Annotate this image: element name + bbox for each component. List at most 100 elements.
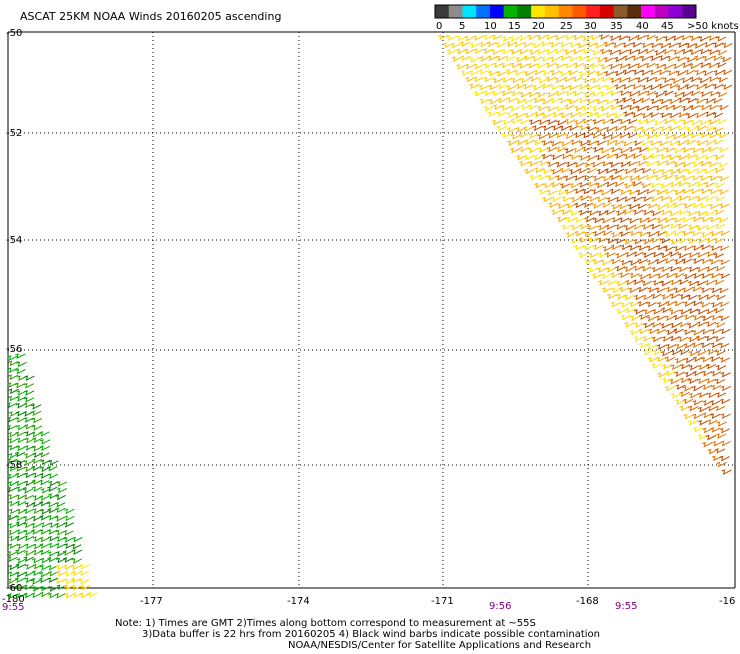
wind-barb bbox=[636, 189, 647, 196]
legend-swatch bbox=[476, 5, 491, 18]
wind-barb bbox=[690, 188, 701, 195]
wind-barb bbox=[615, 253, 626, 259]
wind-barb bbox=[714, 265, 726, 272]
wind-barb bbox=[629, 272, 640, 279]
wind-barb bbox=[718, 104, 729, 111]
wind-barb bbox=[600, 218, 612, 224]
wind-barb bbox=[591, 273, 603, 280]
wind-barb bbox=[700, 287, 711, 294]
wind-barb bbox=[540, 41, 552, 47]
wind-barb bbox=[610, 301, 621, 308]
wind-barb bbox=[699, 175, 710, 182]
wind-barb bbox=[692, 413, 703, 420]
wind-barb bbox=[650, 210, 662, 217]
wind-barb bbox=[710, 342, 721, 349]
wind-barb bbox=[608, 134, 620, 140]
wind-barb bbox=[72, 592, 83, 598]
wind-barb bbox=[700, 273, 711, 279]
wind-barb bbox=[582, 188, 593, 195]
wind-barb bbox=[574, 105, 585, 112]
wind-barb bbox=[692, 399, 703, 406]
wind-barb bbox=[464, 35, 475, 42]
wind-barb bbox=[7, 529, 19, 536]
wind-barb bbox=[546, 119, 558, 126]
wind-barb bbox=[623, 55, 634, 61]
wind-barb bbox=[570, 196, 582, 203]
wind-barb bbox=[678, 279, 689, 286]
wind-barb bbox=[600, 63, 611, 70]
wind-barb bbox=[672, 230, 683, 237]
wind-barb bbox=[7, 494, 19, 500]
wind-barb bbox=[699, 160, 710, 167]
wind-barb bbox=[712, 127, 724, 133]
wind-barb bbox=[554, 63, 566, 70]
wind-barb bbox=[71, 543, 82, 550]
wind-barb bbox=[646, 259, 658, 266]
wind-barb bbox=[635, 106, 647, 112]
wind-barb bbox=[491, 119, 503, 126]
wind-barb bbox=[710, 426, 721, 433]
wind-barb bbox=[573, 175, 584, 181]
wind-barb bbox=[625, 279, 636, 286]
wind-barb bbox=[587, 181, 598, 188]
wind-barb bbox=[32, 437, 43, 444]
legend-swatch bbox=[613, 5, 628, 18]
wind-barb bbox=[662, 64, 673, 70]
wind-barb bbox=[695, 181, 707, 188]
wind-barb bbox=[487, 111, 498, 118]
wind-barb bbox=[541, 83, 552, 90]
wind-barb bbox=[692, 426, 704, 433]
wind-barb bbox=[687, 336, 699, 343]
wind-barb bbox=[24, 564, 36, 570]
wind-barb bbox=[668, 251, 680, 258]
wind-barb bbox=[644, 118, 655, 125]
wind-barb bbox=[545, 76, 557, 83]
wind-barb bbox=[597, 210, 608, 217]
wind-barb bbox=[619, 286, 630, 293]
wind-barb bbox=[47, 529, 58, 535]
wind-barb bbox=[676, 56, 687, 62]
wind-barb bbox=[664, 385, 676, 392]
wind-barb bbox=[48, 480, 59, 487]
wind-barb bbox=[541, 153, 552, 160]
wind-barb bbox=[718, 301, 730, 308]
wind-barb bbox=[15, 549, 26, 555]
wind-barb bbox=[564, 63, 576, 69]
wind-barb bbox=[696, 195, 707, 202]
wind-barb bbox=[628, 175, 640, 182]
wind-barb bbox=[689, 35, 701, 42]
wind-barb bbox=[656, 204, 667, 210]
wind-barb bbox=[673, 148, 684, 154]
wind-barb bbox=[710, 245, 721, 252]
wind-barb bbox=[605, 153, 616, 160]
wind-barb bbox=[650, 322, 662, 328]
wind-barb bbox=[595, 182, 606, 189]
wind-barb bbox=[659, 224, 670, 230]
wind-barb bbox=[514, 113, 525, 119]
wind-barb bbox=[637, 301, 648, 307]
wind-barb bbox=[79, 570, 90, 577]
wind-barb bbox=[631, 98, 642, 105]
wind-barb bbox=[32, 495, 44, 501]
wind-barb bbox=[622, 84, 633, 90]
wind-barb bbox=[717, 77, 728, 83]
wind-barb bbox=[551, 125, 563, 131]
wind-barb bbox=[456, 64, 467, 70]
map-title: ASCAT 25KM NOAA Winds 20160205 ascending bbox=[20, 10, 281, 23]
wind-barb bbox=[656, 217, 667, 224]
wind-barb bbox=[48, 592, 59, 599]
wind-barb bbox=[710, 287, 721, 294]
wind-barb bbox=[644, 48, 655, 55]
wind-barb bbox=[479, 41, 490, 48]
wind-barb bbox=[623, 111, 634, 117]
wind-barb bbox=[692, 330, 703, 336]
wind-barb bbox=[596, 56, 607, 63]
wind-barb bbox=[565, 203, 577, 209]
wind-barb bbox=[654, 50, 665, 56]
wind-barb bbox=[665, 300, 677, 307]
wind-barb bbox=[579, 223, 590, 230]
wind-barb bbox=[681, 175, 693, 182]
wind-barb bbox=[650, 182, 661, 189]
wind-barb bbox=[700, 104, 711, 111]
wind-barb bbox=[614, 238, 626, 245]
